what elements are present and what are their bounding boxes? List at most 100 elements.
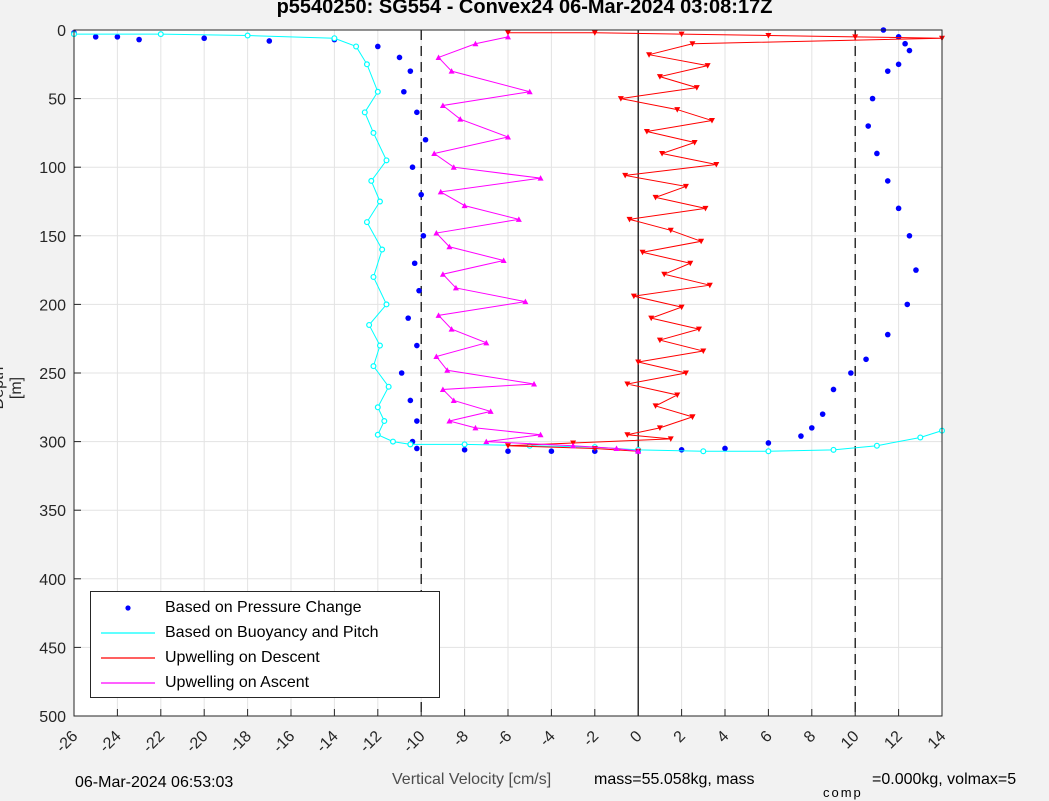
data-point <box>487 408 494 414</box>
y-tick-label: 400 <box>39 572 66 589</box>
data-point <box>363 219 370 226</box>
x-tick-label: 6 <box>757 728 775 746</box>
data-point <box>913 267 919 273</box>
data-point <box>895 34 902 40</box>
data-point <box>374 88 381 95</box>
data-point <box>624 432 631 438</box>
data-point <box>917 434 924 441</box>
series-line <box>433 36 639 452</box>
y-tick-label: 50 <box>48 92 66 109</box>
data-point <box>704 63 711 69</box>
series-line <box>507 416 693 452</box>
data-point <box>505 448 511 455</box>
data-point <box>374 404 381 411</box>
legend-label: Based on Buoyancy and Pitch <box>165 624 379 641</box>
data-point <box>865 123 872 129</box>
data-point <box>661 271 668 278</box>
x-tick-label: -6 <box>493 728 515 750</box>
data-point <box>92 34 99 40</box>
data-point <box>884 331 891 338</box>
x-tick-label: 0 <box>627 728 645 746</box>
legend-item-descent: Upwelling on Descent <box>91 646 439 670</box>
data-point <box>895 205 902 212</box>
data-point <box>370 363 377 370</box>
data-point <box>869 95 876 102</box>
x-tick-label: -4 <box>537 728 559 750</box>
data-point <box>626 216 633 223</box>
data-point <box>363 61 370 68</box>
data-point <box>678 304 685 311</box>
x-tick-label: 14 <box>925 728 950 753</box>
data-point <box>515 216 522 222</box>
data-point <box>379 246 386 253</box>
data-point <box>613 445 620 451</box>
data-point <box>418 191 425 198</box>
data-point <box>505 443 511 449</box>
data-point <box>433 353 440 360</box>
legend-label: Upwelling on Descent <box>165 649 320 666</box>
x-tick-label: -12 <box>357 728 385 756</box>
data-point <box>157 31 164 38</box>
data-point <box>884 178 891 184</box>
data-point <box>693 85 700 91</box>
data-point <box>656 337 663 344</box>
data-point <box>848 370 854 376</box>
data-point <box>689 414 696 420</box>
y-tick-label: 450 <box>39 640 66 657</box>
data-point <box>895 61 902 68</box>
data-point <box>635 448 642 454</box>
y-tick-label: 300 <box>39 435 66 452</box>
data-point <box>765 32 772 39</box>
x-tick-label: 12 <box>881 728 906 753</box>
series-group <box>71 27 919 455</box>
legend-line-icon <box>101 682 155 684</box>
data-point <box>635 359 642 366</box>
series-group <box>431 33 642 454</box>
x-tick-label: -26 <box>53 728 81 756</box>
data-point <box>702 205 709 212</box>
x-tick-label: -14 <box>313 728 341 756</box>
data-point <box>461 447 468 453</box>
data-point <box>531 380 538 387</box>
data-point <box>591 30 598 36</box>
x-tick-label: -8 <box>450 728 472 750</box>
data-point <box>435 54 442 60</box>
data-point <box>439 386 446 392</box>
chart-title: p5540250: SG554 - Convex24 06-Mar-2024 0… <box>276 0 773 18</box>
data-point <box>674 392 681 398</box>
data-point <box>830 446 837 453</box>
x-tick-label: 2 <box>671 728 689 746</box>
data-point <box>244 32 251 39</box>
data-point <box>863 356 869 363</box>
data-point <box>407 397 414 404</box>
legend-item-ascent: Upwelling on Ascent <box>91 671 439 695</box>
data-point <box>652 194 659 201</box>
data-point <box>678 447 685 453</box>
data-point <box>407 68 414 74</box>
y-tick-label: 0 <box>57 23 66 40</box>
data-point <box>648 315 655 322</box>
data-point <box>422 136 429 143</box>
footer-volmax: =0.000kg, volmax=5 <box>872 771 1017 788</box>
legend-line-icon <box>101 657 155 659</box>
data-point <box>765 448 772 455</box>
data-point <box>361 109 368 116</box>
data-point <box>902 40 908 47</box>
reference-lines <box>420 30 856 716</box>
data-point <box>461 202 468 209</box>
data-point <box>698 238 705 245</box>
data-point <box>353 43 360 50</box>
data-point <box>446 243 453 250</box>
data-point <box>656 74 663 80</box>
data-point <box>689 41 696 47</box>
data-point <box>433 230 440 236</box>
data-point <box>483 438 490 445</box>
data-point <box>505 134 511 140</box>
data-point <box>370 129 377 136</box>
data-point <box>376 342 383 349</box>
data-point <box>570 442 577 449</box>
y-tick-label: 150 <box>39 229 66 246</box>
data-point <box>700 348 707 355</box>
data-point <box>639 249 646 256</box>
data-point <box>266 38 273 44</box>
